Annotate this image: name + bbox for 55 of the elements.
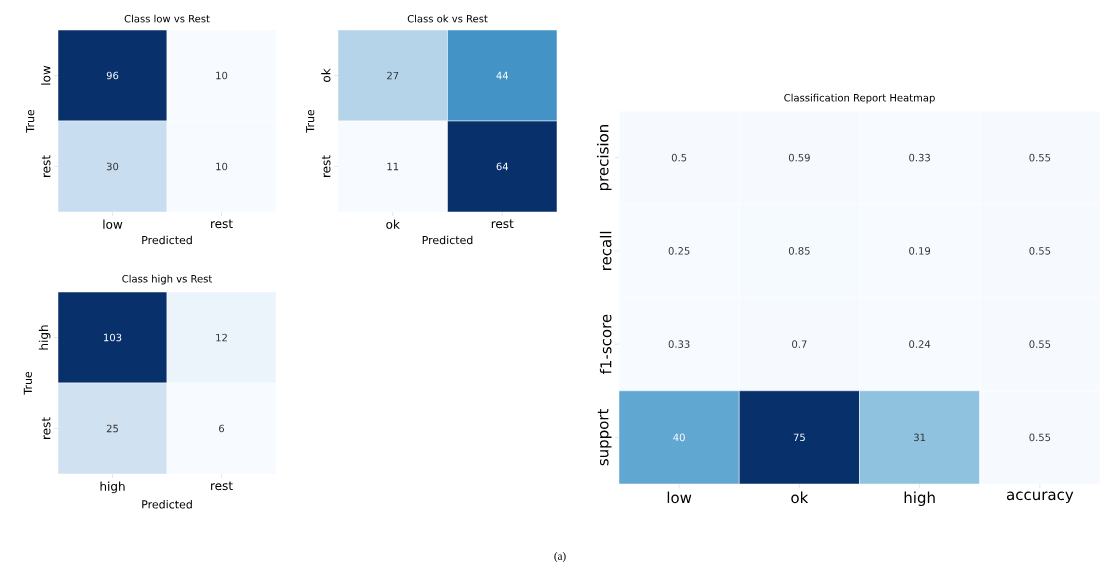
data-label: 96 — [106, 71, 119, 80]
x-axis-title: Predicted — [422, 235, 473, 245]
data-label: 64 — [496, 162, 509, 171]
chart-title: Class low vs Rest — [124, 14, 210, 23]
y-tick-label: high — [38, 325, 51, 350]
x-tick-label: ok — [386, 219, 400, 229]
x-tick-label: accuracy — [1006, 491, 1074, 504]
data-label: 0.55 — [1029, 433, 1051, 442]
data-label: 0.55 — [1029, 340, 1051, 348]
x-tick-label: rest — [491, 219, 514, 229]
data-label: 12 — [216, 333, 227, 342]
y-tick-label: rest — [41, 417, 51, 439]
y-tick-label: support — [597, 408, 612, 466]
data-label: 6 — [219, 424, 225, 433]
data-label: 0.25 — [668, 247, 690, 255]
x-tick-label: rest — [211, 219, 233, 229]
data-label: 10 — [216, 162, 228, 171]
data-label: 75 — [793, 433, 805, 442]
data-label: 44 — [496, 71, 509, 80]
data-label: 40 — [673, 433, 685, 442]
data-label: 0.85 — [788, 247, 810, 255]
y-axis-title: True — [26, 109, 35, 133]
data-label: 0.55 — [1029, 247, 1051, 255]
data-label: 27 — [387, 71, 399, 80]
y-tick-label: rest — [41, 155, 51, 177]
x-tick-label: ok — [791, 491, 809, 504]
y-tick-label: low — [41, 65, 51, 85]
x-tick-label: low — [103, 219, 123, 229]
y-axis-title: True — [306, 109, 315, 133]
data-label: 0.7 — [792, 340, 807, 348]
chart-title: Classification Report Heatmap — [784, 93, 935, 104]
y-axis-title: True — [23, 371, 32, 395]
data-label: 0.33 — [668, 340, 690, 348]
x-axis-title: Predicted — [142, 235, 192, 245]
x-tick-label: high — [904, 491, 935, 507]
data-label: 30 — [106, 162, 119, 171]
y-tick-label: precision — [596, 125, 612, 191]
data-label: 0.24 — [909, 340, 931, 348]
data-label: 0.59 — [788, 153, 810, 162]
x-tick-label: low — [667, 491, 692, 504]
data-label: 11 — [387, 162, 399, 171]
x-axis-title: Predicted — [142, 500, 192, 509]
data-label: 103 — [104, 333, 122, 342]
y-tick-label: f1-score — [599, 314, 612, 375]
data-label: 0.5 — [671, 153, 687, 162]
text: (a) — [554, 552, 566, 562]
data-label: 0.33 — [909, 153, 930, 162]
data-label: 0.19 — [909, 247, 931, 255]
data-label: 10 — [216, 71, 228, 80]
data-label: 25 — [106, 424, 118, 433]
data-label: 31 — [914, 433, 926, 442]
chart-title: Class high vs Rest — [122, 274, 213, 285]
data-label: 0.55 — [1029, 153, 1051, 162]
y-tick-label: recall — [599, 231, 612, 270]
chart-title: Class ok vs Rest — [407, 14, 488, 23]
